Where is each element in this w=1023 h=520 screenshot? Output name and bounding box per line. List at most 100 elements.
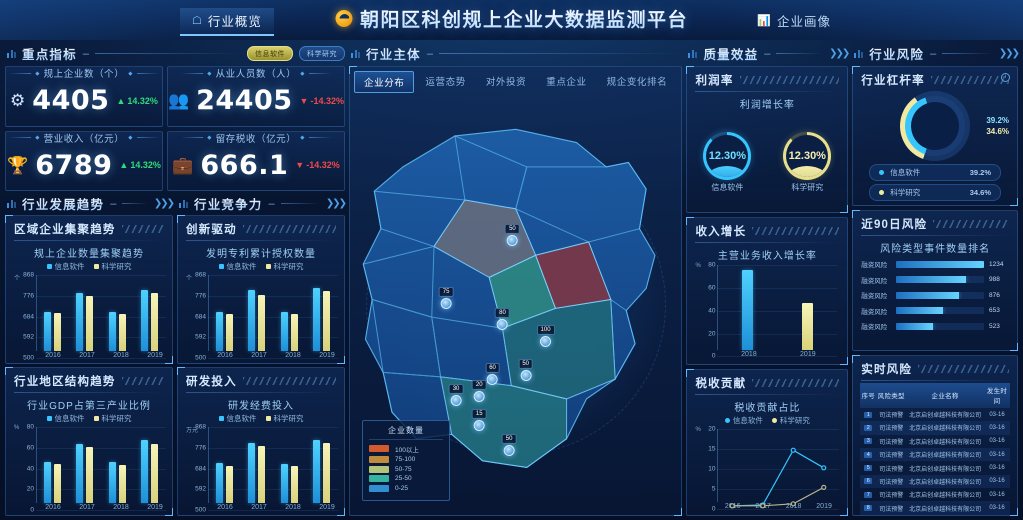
legend-label: 信息软件: [226, 414, 257, 423]
bar[interactable]: [248, 290, 256, 351]
bar[interactable]: [76, 443, 84, 503]
table-row[interactable]: 7 司法预警 北京启创卓越科技有限公司 03-16: [860, 488, 1010, 501]
bar[interactable]: [108, 311, 116, 351]
map-marker-6[interactable]: 30: [448, 383, 464, 406]
card-title: 实时风险: [861, 363, 913, 376]
bar[interactable]: [86, 446, 94, 503]
bar[interactable]: [290, 466, 298, 503]
map-marker-8[interactable]: 15: [471, 409, 487, 431]
bar[interactable]: [313, 287, 321, 351]
gauge-info-software: 12.30% 信息软件: [703, 132, 752, 193]
table-row[interactable]: 1 司法预警 北京启创卓越科技有限公司 03-16: [860, 408, 1010, 421]
bar[interactable]: [290, 314, 298, 351]
chart-title: 主营业务收入增长率: [717, 251, 817, 263]
marker-value: 50: [505, 224, 520, 235]
bar[interactable]: [215, 312, 223, 351]
bar[interactable]: [323, 291, 331, 351]
bar[interactable]: [141, 289, 149, 351]
card-title: 行业杠杆率: [861, 75, 925, 87]
bar[interactable]: [225, 465, 233, 503]
table-row[interactable]: 2 司法预警 北京启创卓越科技有限公司 03-16: [860, 421, 1011, 435]
bar[interactable]: [43, 312, 51, 351]
bars-area: [36, 420, 166, 503]
risk-rank-row[interactable]: 融资风险 523: [861, 321, 1009, 331]
bar[interactable]: [86, 295, 94, 351]
map-marker-5[interactable]: 50: [518, 358, 534, 381]
map-marker-0[interactable]: 50: [505, 224, 520, 247]
risk-rank-row[interactable]: 融资风险 876: [861, 290, 1009, 300]
bar[interactable]: [53, 313, 61, 351]
info-icon[interactable]: i: [1001, 73, 1011, 82]
bar[interactable]: [323, 442, 331, 503]
bar-group: [241, 268, 274, 351]
marker-value: 30: [448, 383, 464, 394]
kpi-card-enterprise-count[interactable]: 规上企业数（个） ⚙ 4405 ▲ 14.32%: [5, 66, 163, 127]
bar[interactable]: [258, 295, 266, 351]
bar[interactable]: [76, 293, 84, 351]
bar[interactable]: [280, 464, 288, 503]
bar[interactable]: [141, 439, 149, 503]
map-marker-9[interactable]: 50: [501, 434, 517, 457]
map-tab-4[interactable]: 规企变化排名: [606, 77, 668, 88]
bar[interactable]: [53, 463, 61, 503]
bar[interactable]: [801, 303, 813, 350]
bar[interactable]: [313, 439, 321, 503]
map-marker-2[interactable]: 80: [495, 308, 510, 331]
map-tab-2[interactable]: 对外投资: [485, 77, 527, 88]
table-row[interactable]: 3 司法预警 北京启创卓越科技有限公司 03-16: [860, 435, 1010, 448]
donut-legend-item-2[interactable]: 科学研究 34.6%: [869, 184, 1002, 201]
kpi-card-retained-tax[interactable]: 留存税收（亿元） 💼 666.1 ▼ -14.32%: [166, 130, 345, 191]
risk-rank-row[interactable]: 融资风险 1234: [861, 259, 1009, 269]
kpi-change: ▼ -14.32%: [295, 160, 340, 171]
bar[interactable]: [151, 292, 159, 351]
chevron-right-icon[interactable]: ❯❯❯: [325, 198, 347, 209]
bar[interactable]: [43, 461, 51, 503]
axis-unit: 万元: [186, 428, 199, 434]
kpi-card-revenue[interactable]: 营业收入（亿元） 🏆 6789 ▲ 14.32%: [5, 130, 163, 191]
bar[interactable]: [108, 461, 116, 503]
map-tab-1[interactable]: 运营态势: [425, 77, 466, 88]
chevron-right-icon[interactable]: ❯❯❯: [998, 48, 1020, 59]
toggle-science-research[interactable]: 科学研究: [299, 46, 345, 61]
kpi-card-employee-count[interactable]: 从业人员数（人） 👥 24405 ▼ -14.32%: [166, 66, 345, 127]
bar[interactable]: [741, 270, 753, 350]
donut-label-2: 34.6%: [986, 127, 1010, 136]
bar[interactable]: [215, 463, 223, 503]
map-marker-1[interactable]: 75: [438, 287, 454, 310]
chevron-right-icon[interactable]: ❯❯❯: [829, 48, 850, 59]
cap-line-right: [136, 72, 159, 74]
table-row[interactable]: 6 司法预警 北京启创卓越科技有限公司 03-16: [860, 474, 1011, 489]
risk-rank-row[interactable]: 融资风险 653: [861, 306, 1009, 316]
nav-industry-overview[interactable]: ☖ 行业概览: [180, 8, 274, 36]
y-tick: 15: [708, 445, 716, 453]
risk-rank-row[interactable]: 融资风险 988: [861, 275, 1009, 285]
map-tab-0[interactable]: 企业分布: [354, 71, 415, 93]
legend-swatch: [265, 416, 271, 421]
map-tab-3[interactable]: 重点企业: [546, 77, 587, 88]
bar[interactable]: [280, 312, 288, 351]
donut-legend-item-1[interactable]: 信息软件 39.2%: [869, 164, 1002, 181]
map-marker-7[interactable]: 20: [471, 379, 487, 402]
bar[interactable]: [118, 464, 126, 503]
bar[interactable]: [118, 314, 126, 351]
x-tick: 2019: [147, 504, 163, 511]
table-row[interactable]: 4 司法预警 北京启创卓越科技有限公司 03-16: [860, 447, 1011, 462]
bar[interactable]: [151, 443, 159, 503]
map-marker-3[interactable]: 100: [536, 325, 555, 347]
table-row[interactable]: 8 司法预警 北京启创卓越科技有限公司 03-16: [860, 501, 1011, 515]
gridline: [208, 316, 338, 318]
section-dash: –: [268, 197, 275, 210]
gridline: [208, 510, 338, 511]
bar[interactable]: [248, 442, 256, 503]
chevron-right-icon[interactable]: ❯❯❯: [153, 198, 175, 209]
bar[interactable]: [225, 314, 233, 351]
table-row[interactable]: 5 司法预警 北京启创卓越科技有限公司 03-16: [860, 461, 1010, 474]
map-legend-title: 企业数量: [369, 425, 443, 440]
map-marker-4[interactable]: 60: [485, 362, 500, 385]
bar[interactable]: [258, 446, 266, 503]
toggle-info-software[interactable]: 信息软件: [247, 46, 293, 61]
district-map[interactable]: 50 75 80 100 60 50 30 20 15 50 企业数量 100以上 75-100 50…: [350, 95, 681, 515]
nav-enterprise-profile[interactable]: 📊 企业画像: [745, 8, 843, 34]
cap-line-right: [308, 137, 331, 138]
map-legend-row: 100以上: [369, 444, 443, 454]
